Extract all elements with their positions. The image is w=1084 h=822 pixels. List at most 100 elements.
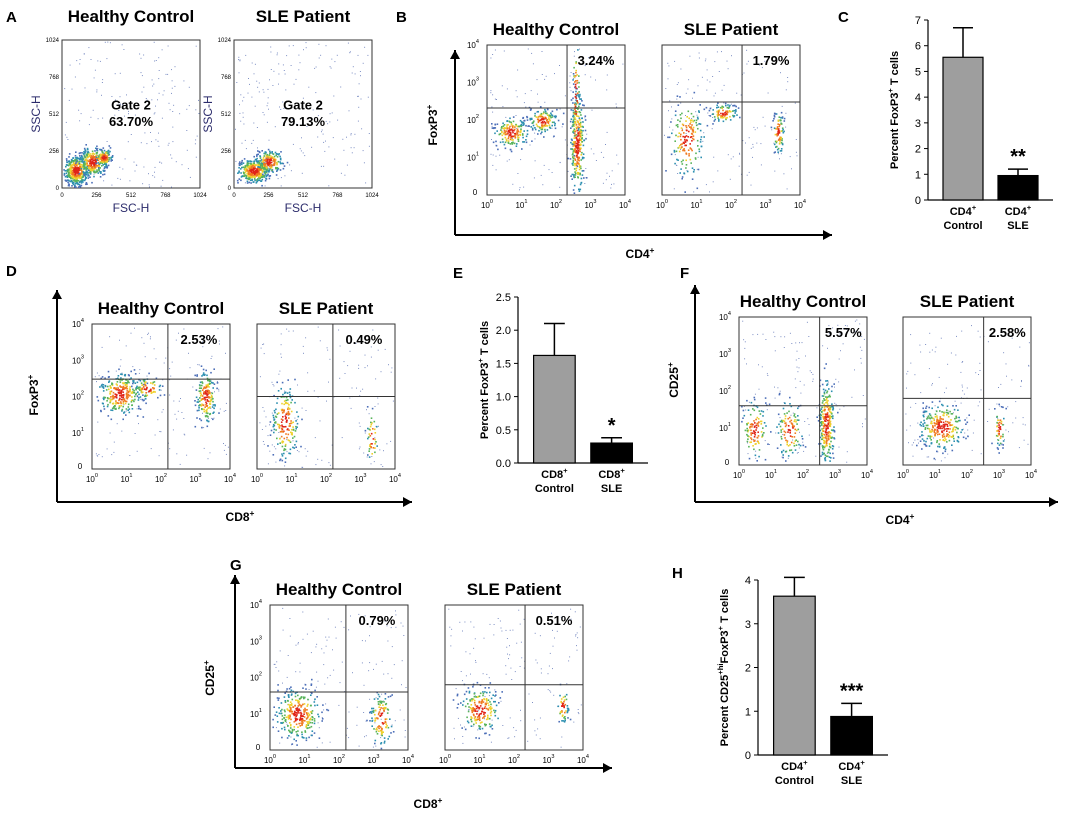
event-dot <box>282 393 284 396</box>
event-dot <box>540 112 543 115</box>
event-dot <box>101 384 103 386</box>
event-dot <box>581 134 584 137</box>
event-dot <box>74 76 76 78</box>
event-dot <box>263 159 266 162</box>
event-dot <box>680 127 683 129</box>
event-dot <box>111 184 113 186</box>
event-dot <box>822 345 824 347</box>
event-dot <box>828 445 831 448</box>
event-dot <box>996 403 998 405</box>
event-dot <box>580 134 582 136</box>
event-dot <box>581 141 583 143</box>
event-dot <box>833 426 835 428</box>
superscript: 2 <box>559 199 562 205</box>
event-dot <box>346 164 348 166</box>
event-dot <box>125 408 128 410</box>
superscript: 3 <box>476 77 479 83</box>
event-dot <box>158 385 161 388</box>
event-dot <box>111 398 114 400</box>
event-dot <box>577 140 579 142</box>
event-dot <box>543 136 545 138</box>
event-dot <box>67 139 69 140</box>
event-dot <box>544 101 546 103</box>
event-dot <box>506 120 509 122</box>
event-dot <box>257 179 260 182</box>
event-dot <box>773 112 776 115</box>
event-dot <box>323 165 325 167</box>
event-dot <box>153 41 155 43</box>
event-dot <box>143 54 145 56</box>
event-dot <box>248 78 249 79</box>
event-dot <box>944 392 945 394</box>
event-dot <box>671 132 673 135</box>
event-dot <box>687 110 690 113</box>
event-dot <box>71 185 73 187</box>
event-dot <box>691 167 694 169</box>
event-dot <box>271 170 274 172</box>
event-dot <box>687 149 690 151</box>
event-dot <box>694 158 697 160</box>
event-dot <box>794 102 796 104</box>
event-dot <box>145 402 147 405</box>
event-dot <box>705 184 707 186</box>
event-dot <box>82 175 84 177</box>
event-dot <box>319 340 321 342</box>
event-dot <box>794 378 796 380</box>
event-dot <box>828 456 831 458</box>
event-dot <box>245 54 247 56</box>
event-dot <box>83 174 86 177</box>
event-dot <box>571 153 574 156</box>
event-dot <box>247 174 249 177</box>
event-dot <box>578 157 580 160</box>
event-dot <box>68 99 70 101</box>
event-dot <box>78 109 80 111</box>
event-dot <box>73 177 76 179</box>
event-dot <box>273 409 276 412</box>
panel-F-healthy: Healthy Control5.57%10001011011021021031… <box>719 292 873 480</box>
event-dot <box>102 390 105 392</box>
event-dot <box>825 413 827 416</box>
event-dot <box>262 89 264 91</box>
event-dot <box>105 163 108 166</box>
event-dot <box>368 428 371 431</box>
superscript: 3 <box>81 354 84 360</box>
event-dot <box>540 119 542 121</box>
event-dot <box>725 117 727 120</box>
event-dot <box>184 434 186 436</box>
superscript: + <box>650 245 655 255</box>
event-dot <box>735 105 737 108</box>
event-dot <box>574 105 577 108</box>
event-dot <box>173 104 175 106</box>
event-dot <box>572 111 575 114</box>
event-dot <box>199 390 202 392</box>
event-dot <box>690 132 693 135</box>
event-dot <box>932 383 933 385</box>
event-dot <box>284 418 287 420</box>
event-dot <box>943 435 946 438</box>
event-dot <box>380 464 382 466</box>
event-dot <box>375 441 377 443</box>
event-dot <box>907 370 909 372</box>
event-dot <box>559 186 561 188</box>
event-dot <box>303 49 304 51</box>
event-dot <box>743 405 745 407</box>
event-dot <box>85 172 88 174</box>
superscript: 4 <box>233 473 236 479</box>
event-dot <box>615 103 617 105</box>
event-dot <box>689 147 692 149</box>
event-dot <box>96 396 99 398</box>
event-dot <box>98 154 101 157</box>
event-dot <box>748 401 750 403</box>
event-dot <box>764 125 766 127</box>
event-dot <box>172 141 174 143</box>
event-dot <box>262 407 264 408</box>
event-dot <box>205 337 207 339</box>
event-dot <box>499 154 501 156</box>
event-dot <box>374 432 377 434</box>
event-dot <box>753 420 755 422</box>
event-dot <box>372 447 375 449</box>
event-dot <box>374 438 376 441</box>
event-dot <box>106 151 108 153</box>
event-dot <box>388 364 389 366</box>
event-dot <box>145 98 147 99</box>
